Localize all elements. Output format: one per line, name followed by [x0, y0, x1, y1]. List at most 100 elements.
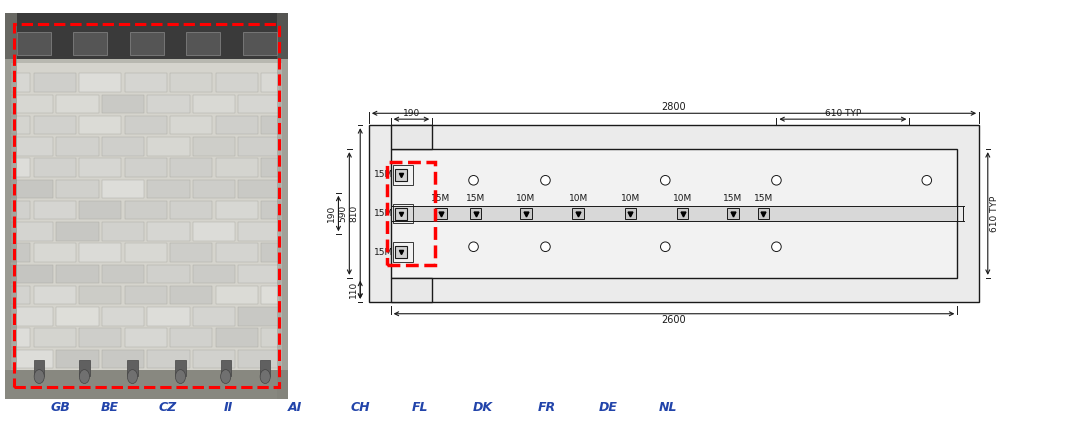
Bar: [102, 222, 144, 241]
Text: 10M: 10M: [568, 194, 587, 203]
Text: 2600: 2600: [662, 315, 687, 326]
Bar: [261, 201, 280, 219]
Bar: [261, 116, 280, 134]
Text: 15M: 15M: [723, 194, 742, 203]
Bar: [215, 243, 258, 262]
Bar: [56, 265, 98, 283]
Bar: [147, 265, 190, 283]
Bar: [239, 307, 280, 326]
Bar: [239, 350, 280, 368]
Bar: [79, 201, 122, 219]
Bar: [171, 286, 212, 305]
Bar: [171, 116, 212, 134]
Bar: [125, 201, 166, 219]
Circle shape: [260, 370, 271, 384]
Bar: [34, 360, 45, 376]
Bar: [125, 286, 166, 305]
Text: 15M: 15M: [466, 194, 485, 203]
Bar: [369, 125, 979, 302]
Bar: [239, 265, 280, 283]
Bar: [215, 73, 258, 92]
Bar: [727, 208, 739, 219]
Bar: [79, 73, 122, 92]
Bar: [395, 246, 407, 258]
Bar: [193, 265, 235, 283]
Bar: [393, 242, 413, 262]
Bar: [56, 95, 98, 113]
Bar: [11, 63, 282, 372]
Bar: [215, 158, 258, 177]
Bar: [171, 158, 212, 177]
Text: 2800: 2800: [662, 102, 687, 112]
Bar: [11, 286, 30, 305]
Bar: [11, 201, 30, 219]
Bar: [56, 222, 98, 241]
Bar: [393, 204, 413, 224]
Bar: [239, 137, 280, 156]
Circle shape: [34, 370, 45, 384]
Bar: [34, 286, 76, 305]
Bar: [171, 243, 212, 262]
Text: 110: 110: [349, 281, 358, 299]
Bar: [215, 286, 258, 305]
Circle shape: [540, 242, 550, 251]
Text: 610 TYP: 610 TYP: [990, 195, 1000, 232]
Circle shape: [176, 370, 185, 384]
Bar: [187, 32, 220, 55]
Text: 10M: 10M: [516, 194, 535, 203]
Bar: [239, 95, 280, 113]
Bar: [125, 73, 166, 92]
Bar: [11, 95, 53, 113]
Bar: [193, 350, 235, 368]
Bar: [102, 180, 144, 198]
Bar: [193, 95, 235, 113]
Bar: [102, 265, 144, 283]
Bar: [215, 201, 258, 219]
Circle shape: [469, 175, 479, 185]
Bar: [11, 307, 53, 326]
Bar: [79, 360, 90, 376]
Bar: [261, 73, 280, 92]
Bar: [11, 265, 53, 283]
Circle shape: [221, 370, 230, 384]
Circle shape: [922, 175, 932, 185]
Text: 190: 190: [403, 109, 420, 118]
Bar: [520, 208, 532, 219]
Bar: [125, 158, 166, 177]
Text: 10M: 10M: [620, 194, 640, 203]
Bar: [79, 158, 122, 177]
Text: 15M: 15M: [432, 194, 451, 203]
Bar: [387, 163, 435, 265]
Bar: [102, 137, 144, 156]
Text: BE: BE: [101, 401, 119, 414]
Bar: [391, 278, 432, 302]
Bar: [147, 350, 190, 368]
Bar: [127, 360, 138, 376]
Bar: [79, 116, 122, 134]
Text: CH: CH: [351, 401, 370, 414]
Bar: [11, 73, 30, 92]
Text: 810: 810: [349, 205, 358, 222]
Bar: [125, 328, 166, 347]
Bar: [171, 328, 212, 347]
Bar: [572, 208, 584, 219]
Text: 610 TYP: 610 TYP: [825, 109, 861, 118]
Bar: [5, 13, 288, 59]
Bar: [34, 328, 76, 347]
Bar: [125, 116, 166, 134]
Bar: [625, 208, 636, 219]
Bar: [391, 149, 957, 278]
Text: FR: FR: [538, 401, 556, 414]
Bar: [260, 360, 271, 376]
Bar: [11, 180, 53, 198]
Bar: [261, 286, 280, 305]
Bar: [147, 137, 190, 156]
Bar: [391, 125, 432, 149]
Circle shape: [79, 370, 90, 384]
Bar: [34, 158, 76, 177]
Bar: [79, 328, 122, 347]
Bar: [102, 307, 144, 326]
Bar: [176, 360, 185, 376]
Bar: [677, 208, 689, 219]
Bar: [74, 32, 107, 55]
